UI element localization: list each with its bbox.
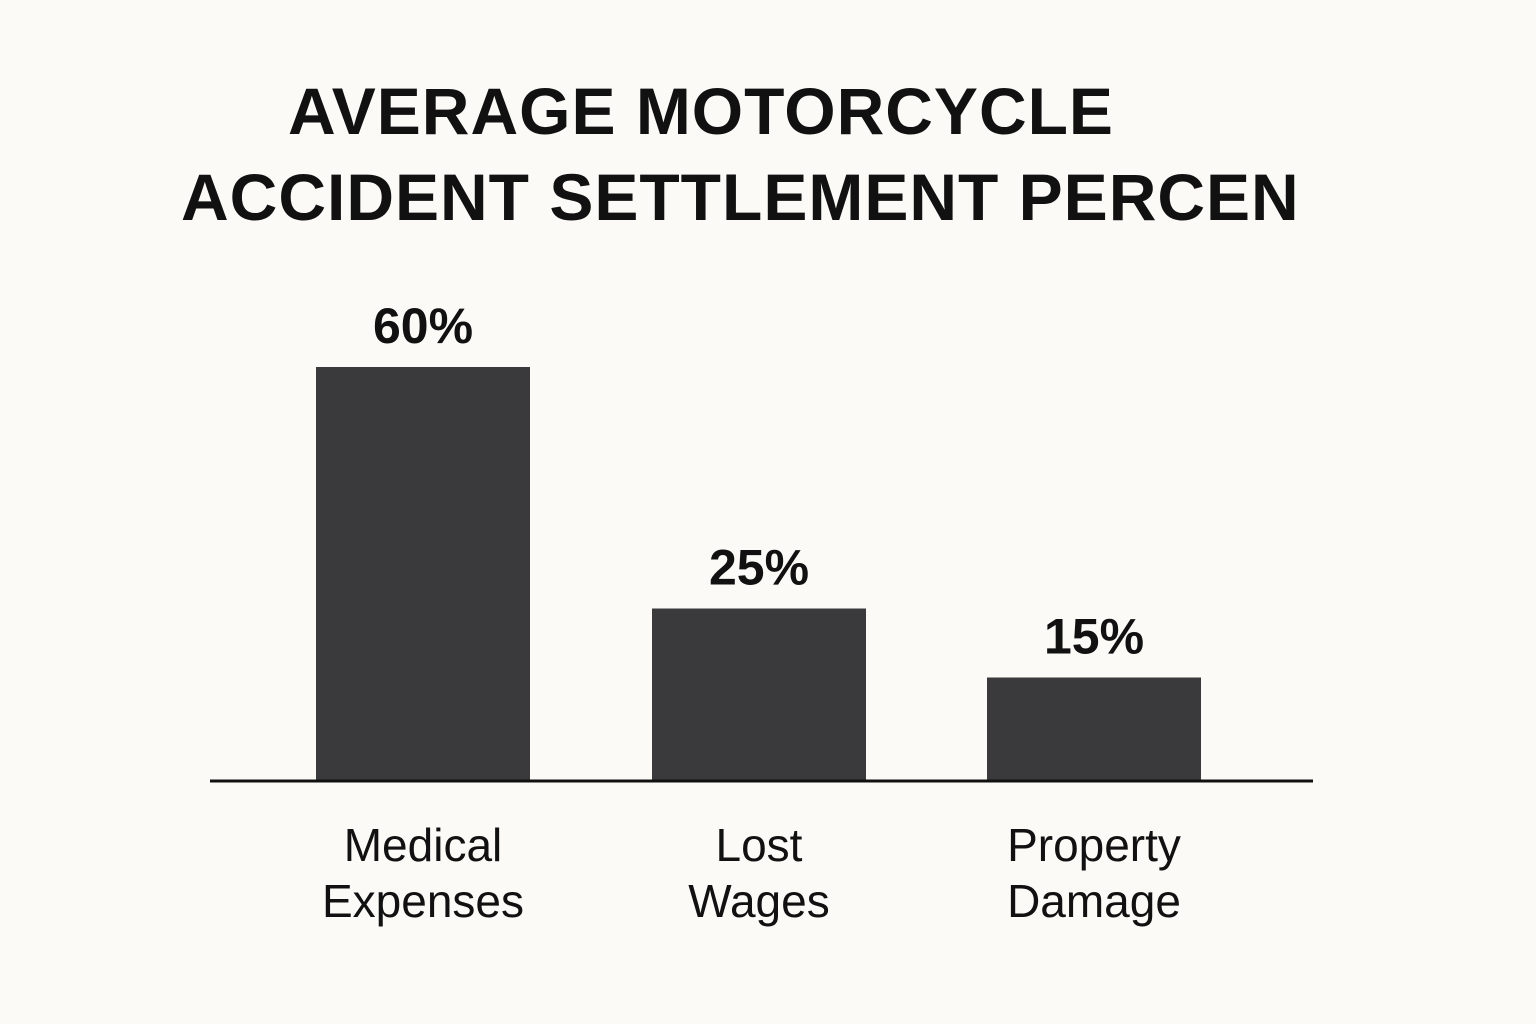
chart-title: AVERAGE MOTORCYCLE ACCIDENT SETTLEMENT P… — [0, 68, 1536, 240]
bar-2 — [987, 677, 1201, 781]
category-label-2-0: Property — [1007, 819, 1181, 871]
value-label-1: 25% — [709, 540, 809, 596]
category-label-0-0: Medical — [344, 819, 503, 871]
category-label-2-1: Damage — [1007, 875, 1181, 927]
bar-0 — [316, 367, 530, 781]
bar-1 — [652, 608, 866, 781]
value-label-0: 60% — [373, 298, 473, 354]
value-label-2: 15% — [1044, 609, 1144, 665]
category-label-1-1: Wages — [688, 875, 829, 927]
chart-title-line-2: ACCIDENT SETTLEMENT PERCEN — [181, 160, 1300, 234]
chart-title-line-1: AVERAGE MOTORCYCLE — [288, 74, 1114, 148]
category-label-1-0: Lost — [716, 819, 803, 871]
category-label-0-1: Expenses — [322, 875, 524, 927]
